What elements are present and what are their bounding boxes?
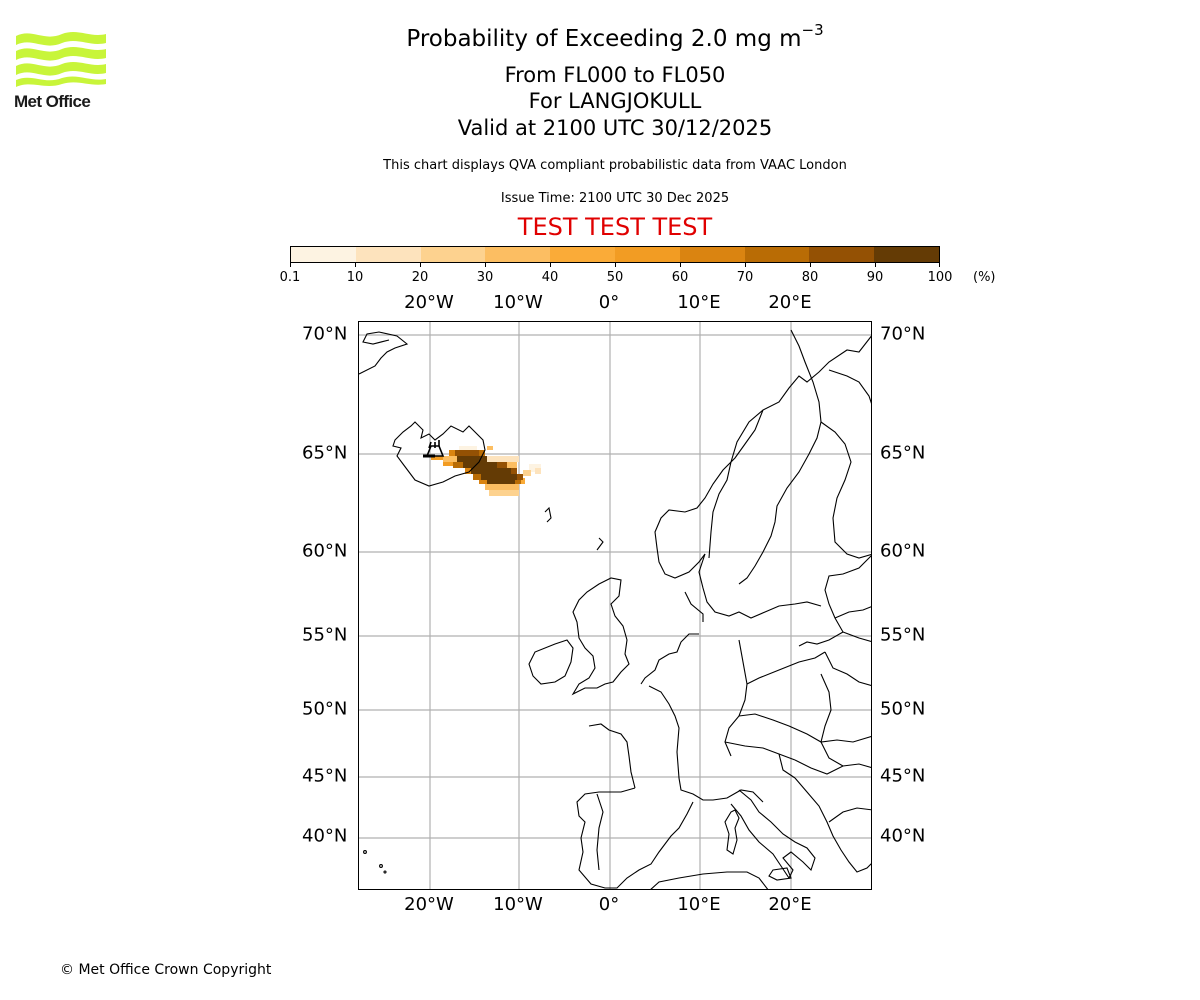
right-lat-label: 60°N <box>880 540 926 562</box>
bottom-lon-label: 20°W <box>404 894 454 915</box>
colorbar-tick-label: 60 <box>671 270 689 285</box>
colorbar-tick-label: 80 <box>801 270 819 285</box>
colorbar-tick-label: 20 <box>411 270 429 285</box>
title-superscript: −3 <box>801 21 824 39</box>
colorbar-tick-label: 70 <box>736 270 754 285</box>
map-svg <box>359 322 871 889</box>
colorbar-tick-label: 30 <box>476 270 494 285</box>
title-text: Probability of Exceeding 2.0 mg m <box>406 26 802 52</box>
test-banner: TEST TEST TEST <box>517 213 713 241</box>
right-lat-label: 55°N <box>880 624 926 646</box>
logo-text: Met Office <box>14 92 91 111</box>
colorbar-tick <box>745 263 746 267</box>
right-lat-label: 70°N <box>880 323 926 345</box>
left-lat-label: 45°N <box>302 765 348 787</box>
bottom-lon-label: 10°W <box>493 894 543 915</box>
top-lon-label: 20°W <box>404 292 454 313</box>
colorbar-tick <box>680 263 681 267</box>
valid-time: Valid at 2100 UTC 30/12/2025 <box>457 116 773 140</box>
met-office-logo: Met Office <box>14 30 108 112</box>
colorbar-segment <box>485 247 551 262</box>
colorbar-segment <box>355 247 421 262</box>
colorbar-tick <box>939 263 940 267</box>
map-panel <box>358 321 872 890</box>
ash-plume <box>431 446 541 496</box>
top-lon-label: 10°E <box>677 292 721 313</box>
copyright-notice: © Met Office Crown Copyright <box>60 962 272 978</box>
graticule <box>359 322 871 889</box>
top-lon-label: 20°E <box>768 292 812 313</box>
met-office-waves-icon <box>16 32 106 87</box>
colorbar-tick-label: 50 <box>606 270 624 285</box>
colorbar-tick <box>810 263 811 267</box>
colorbar-tick <box>550 263 551 267</box>
bottom-lon-label: 0° <box>598 894 620 915</box>
flight-level-range: From FL000 to FL050 <box>504 63 726 87</box>
volcano-marker-icon <box>423 440 445 458</box>
colorbar-tick-label: 40 <box>541 270 559 285</box>
colorbar-tick-label: 100 <box>927 270 953 285</box>
colorbar-tick-label: 0.1 <box>279 270 301 285</box>
right-lat-label: 45°N <box>880 765 926 787</box>
colorbar-segment <box>679 247 745 262</box>
colorbar-tick <box>290 263 291 267</box>
left-lat-label: 40°N <box>302 825 348 847</box>
right-lat-label: 40°N <box>880 825 926 847</box>
colorbar-segment <box>614 247 680 262</box>
left-lat-label: 50°N <box>302 698 348 720</box>
colorbar-tick-label: 90 <box>866 270 884 285</box>
colorbar-segment <box>550 247 615 262</box>
colorbar-segment <box>809 247 875 262</box>
chart-description: This chart displays QVA compliant probab… <box>383 158 847 173</box>
colorbar-tick <box>485 263 486 267</box>
top-lon-label: 10°W <box>493 292 543 313</box>
colorbar-tick <box>420 263 421 267</box>
colorbar-tick <box>615 263 616 267</box>
left-lat-label: 60°N <box>302 540 348 562</box>
left-lat-label: 55°N <box>302 624 348 646</box>
colorbar-tick <box>875 263 876 267</box>
colorbar-segment <box>874 247 939 262</box>
colorbar-tick-label: 10 <box>346 270 364 285</box>
colorbar-unit: (%) <box>973 270 996 285</box>
colorbar-segment <box>744 247 810 262</box>
colorbar-segment <box>420 247 486 262</box>
left-lat-label: 70°N <box>302 323 348 345</box>
issue-time: Issue Time: 2100 UTC 30 Dec 2025 <box>500 191 730 206</box>
volcano-name: For LANGJOKULL <box>528 89 702 113</box>
top-lon-label: 0° <box>598 292 620 313</box>
left-lat-label: 65°N <box>302 442 348 464</box>
probability-colorbar <box>290 246 940 263</box>
colorbar-segment <box>291 247 356 262</box>
coastlines <box>359 329 871 889</box>
bottom-lon-label: 20°E <box>768 894 812 915</box>
colorbar-tick <box>355 263 356 267</box>
right-lat-label: 65°N <box>880 442 926 464</box>
chart-title: Probability of Exceeding 2.0 mg m−3 <box>0 23 1200 53</box>
right-lat-label: 50°N <box>880 698 926 720</box>
bottom-lon-label: 10°E <box>677 894 721 915</box>
